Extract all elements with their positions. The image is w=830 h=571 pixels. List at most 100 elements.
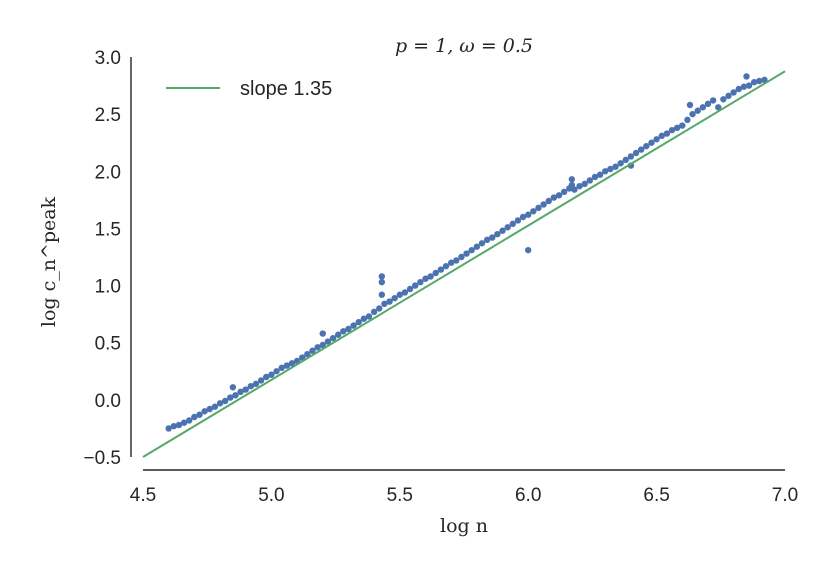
- data-point: [386, 298, 393, 305]
- data-point: [673, 124, 681, 132]
- data-point: [401, 289, 409, 296]
- data-point: [324, 338, 332, 345]
- data-point: [422, 275, 429, 282]
- y-tick-label: −0.5: [83, 448, 121, 469]
- data-point: [350, 322, 357, 329]
- x-tick-label: 4.5: [130, 485, 156, 506]
- data-point: [211, 403, 219, 410]
- data-point: [478, 240, 486, 247]
- data-point: [201, 408, 208, 415]
- y-tick-label: 0.0: [95, 391, 121, 412]
- data-point: [247, 382, 255, 390]
- data-point: [540, 201, 547, 208]
- data-point: [263, 373, 270, 381]
- data-point: [689, 110, 696, 118]
- data-point: [509, 220, 516, 228]
- data-point: [165, 425, 172, 432]
- data-point: [576, 182, 583, 190]
- data-point: [237, 388, 244, 396]
- data-point: [206, 405, 213, 413]
- data-point: [750, 78, 758, 86]
- data-point: [175, 421, 183, 429]
- data-point: [229, 384, 237, 391]
- data-point: [329, 334, 337, 342]
- y-tick-label: 2.0: [95, 162, 121, 183]
- data-point: [345, 325, 352, 333]
- data-point: [699, 104, 707, 111]
- data-point: [730, 89, 737, 96]
- data-point: [514, 217, 522, 224]
- data-point: [278, 364, 285, 372]
- data-point: [257, 377, 265, 384]
- data-point: [458, 253, 465, 261]
- data-point: [340, 328, 347, 335]
- data-point: [355, 318, 362, 326]
- data-point: [761, 76, 768, 84]
- data-point: [186, 417, 193, 424]
- data-point: [745, 82, 753, 89]
- data-point: [499, 227, 506, 234]
- data-point: [252, 380, 260, 388]
- y-tick-label: 1.5: [95, 219, 121, 240]
- data-point: [432, 269, 439, 277]
- x-tick-label: 7.0: [772, 485, 798, 506]
- data-point: [365, 313, 373, 320]
- data-point: [180, 419, 188, 426]
- data-point: [535, 204, 542, 212]
- data-point: [668, 126, 676, 134]
- data-point: [232, 392, 239, 399]
- data-point: [735, 85, 742, 93]
- data-point: [617, 160, 624, 167]
- y-tick-label: 3.0: [95, 48, 121, 69]
- data-point: [663, 130, 671, 137]
- data-point: [489, 234, 496, 241]
- data-point: [191, 413, 198, 421]
- data-point: [684, 116, 691, 124]
- data-point: [437, 266, 445, 273]
- data-point: [396, 291, 403, 298]
- data-point: [720, 96, 727, 103]
- data-point: [299, 354, 306, 361]
- data-point: [653, 136, 660, 143]
- data-point: [376, 305, 383, 312]
- data-point: [686, 101, 694, 109]
- data-point: [447, 259, 455, 266]
- data-point: [643, 142, 650, 150]
- data-point: [632, 149, 640, 157]
- data-point: [637, 146, 645, 153]
- fit-line: [142, 70, 786, 458]
- data-point: [545, 197, 552, 205]
- legend: slope 1.35: [166, 78, 332, 100]
- data-point: [504, 224, 511, 231]
- data-point: [679, 122, 686, 129]
- data-point: [568, 176, 576, 183]
- x-tick-labels: 4.5 5.0 5.5 6.0 6.5 7.0: [130, 485, 798, 506]
- data-point: [743, 73, 750, 80]
- data-point: [586, 177, 594, 184]
- y-axis-label: log c_n^peak: [38, 196, 60, 327]
- data-point: [756, 77, 763, 85]
- data-point: [216, 400, 224, 407]
- data-point: [658, 132, 665, 140]
- data-point: [530, 208, 537, 215]
- y-tick-label: 1.0: [95, 277, 121, 298]
- data-point: [725, 92, 732, 100]
- data-point: [602, 168, 609, 175]
- x-tick-label: 5.5: [387, 485, 413, 506]
- data-point: [406, 285, 414, 293]
- data-point: [412, 282, 419, 289]
- data-point: [378, 291, 386, 298]
- data-point: [525, 246, 532, 254]
- data-point: [704, 100, 712, 108]
- data-point: [555, 192, 563, 199]
- data-point: [483, 236, 491, 244]
- data-point: [283, 362, 291, 369]
- data-point: [442, 262, 450, 270]
- y-tick-label: 0.5: [95, 334, 121, 355]
- data-point: [571, 186, 578, 193]
- data-point: [309, 347, 316, 354]
- x-axis-label: log n: [440, 515, 488, 537]
- data-point: [560, 188, 568, 196]
- data-point: [196, 411, 203, 418]
